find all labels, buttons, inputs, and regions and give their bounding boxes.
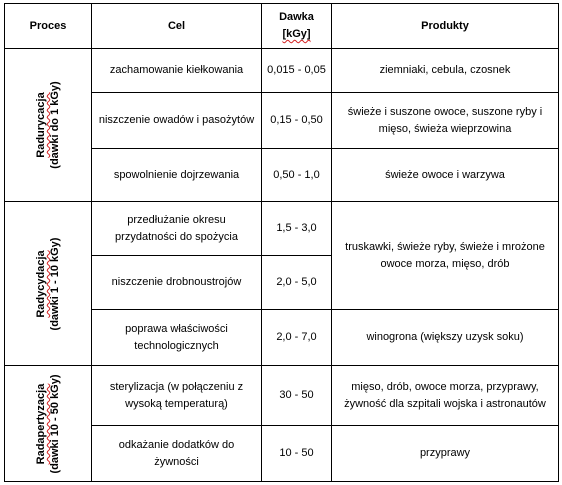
irradiation-table: Proces Cel Dawka [kGy] Produkty Raduryca… bbox=[4, 3, 559, 482]
process-radurycacja: Radurycacja (dawki do 1 kGy) bbox=[4, 48, 92, 202]
table-row: niszczenie owadów i pasożytów 0,15 - 0,5… bbox=[5, 92, 559, 149]
cel-cell: przedłużanie okresu przydatności do spoż… bbox=[91, 201, 262, 256]
produkty-cell: mięso, drób, owoce morza, przyprawy, żyw… bbox=[331, 365, 559, 426]
cel-cell: niszczenie owadów i pasożytów bbox=[91, 92, 262, 149]
cel-cell: poprawa właściwości technologicznych bbox=[91, 309, 262, 366]
cel-cell: spowolnienie dojrzewania bbox=[91, 148, 262, 202]
process-dose-range: (dawki do 1 kGy) bbox=[49, 81, 61, 169]
dawka-cell: 10 - 50 bbox=[261, 425, 332, 482]
header-dawka-unit: [kGy] bbox=[282, 28, 311, 40]
produkty-cell: truskawki, świeże ryby, świeże i mrożone… bbox=[331, 201, 559, 310]
header-dawka-line1: Dawka bbox=[279, 11, 314, 23]
dawka-cell: 0,015 - 0,05 bbox=[261, 48, 332, 93]
process-name: Radurycacja bbox=[35, 92, 47, 158]
dawka-cell: 2,0 - 5,0 bbox=[261, 255, 332, 310]
produkty-cell: winogrona (większy uzysk soku) bbox=[331, 309, 559, 366]
produkty-cell: ziemniaki, cebula, czosnek bbox=[331, 48, 559, 93]
table-row: spowolnienie dojrzewania 0,50 - 1,0 świe… bbox=[5, 148, 559, 202]
table-row: Radapertyzacja (dawki 10 - 50 kGy) stery… bbox=[4, 365, 559, 482]
process-dose-range: (dawki 10 - 50 kGy) bbox=[49, 373, 61, 474]
header-produkty: Produkty bbox=[331, 3, 559, 49]
produkty-cell: świeże owoce i warzywa bbox=[331, 148, 559, 202]
produkty-cell: świeże i suszone owoce, suszone ryby i m… bbox=[331, 92, 559, 149]
header-proces: Proces bbox=[4, 3, 92, 49]
process-radapertyzacja: Radapertyzacja (dawki 10 - 50 kGy) bbox=[4, 365, 92, 482]
table-row: Radycydacja (dawki 1 - 10 kGy) przedłuża… bbox=[4, 201, 559, 366]
process-name: Radapertyzacja bbox=[35, 383, 47, 464]
header-cel: Cel bbox=[91, 3, 262, 49]
header-dawka: Dawka [kGy] bbox=[261, 3, 332, 49]
header-row: Proces Cel Dawka [kGy] Produkty bbox=[4, 3, 559, 49]
process-dose-range: (dawki 1 - 10 kGy) bbox=[49, 237, 61, 330]
dawka-cell: 0,50 - 1,0 bbox=[261, 148, 332, 202]
dawka-cell: 1,5 - 3,0 bbox=[261, 201, 332, 256]
dawka-cell: 0,15 - 0,50 bbox=[261, 92, 332, 149]
process-name: Radycydacja bbox=[35, 249, 47, 318]
cel-cell: zachamowanie kiełkowania bbox=[91, 48, 262, 93]
dawka-cell: 2,0 - 7,0 bbox=[261, 309, 332, 366]
cel-cell: odkażanie dodatków do żywności bbox=[91, 425, 262, 482]
dawka-cell: 30 - 50 bbox=[261, 365, 332, 426]
table-row: Radurycacja (dawki do 1 kGy) zachamowani… bbox=[4, 48, 559, 202]
process-radycydacja: Radycydacja (dawki 1 - 10 kGy) bbox=[4, 201, 92, 366]
produkty-cell: przyprawy bbox=[331, 425, 559, 482]
table-row: odkażanie dodatków do żywności 10 - 50 p… bbox=[5, 425, 559, 482]
cel-cell: sterylizacja (w połączeniu z wysoką temp… bbox=[91, 365, 262, 426]
cel-cell: niszczenie drobnoustrojów bbox=[91, 255, 262, 310]
table-row: niszczenie drobnoustrojów 2,0 - 5,0 bbox=[5, 255, 559, 310]
